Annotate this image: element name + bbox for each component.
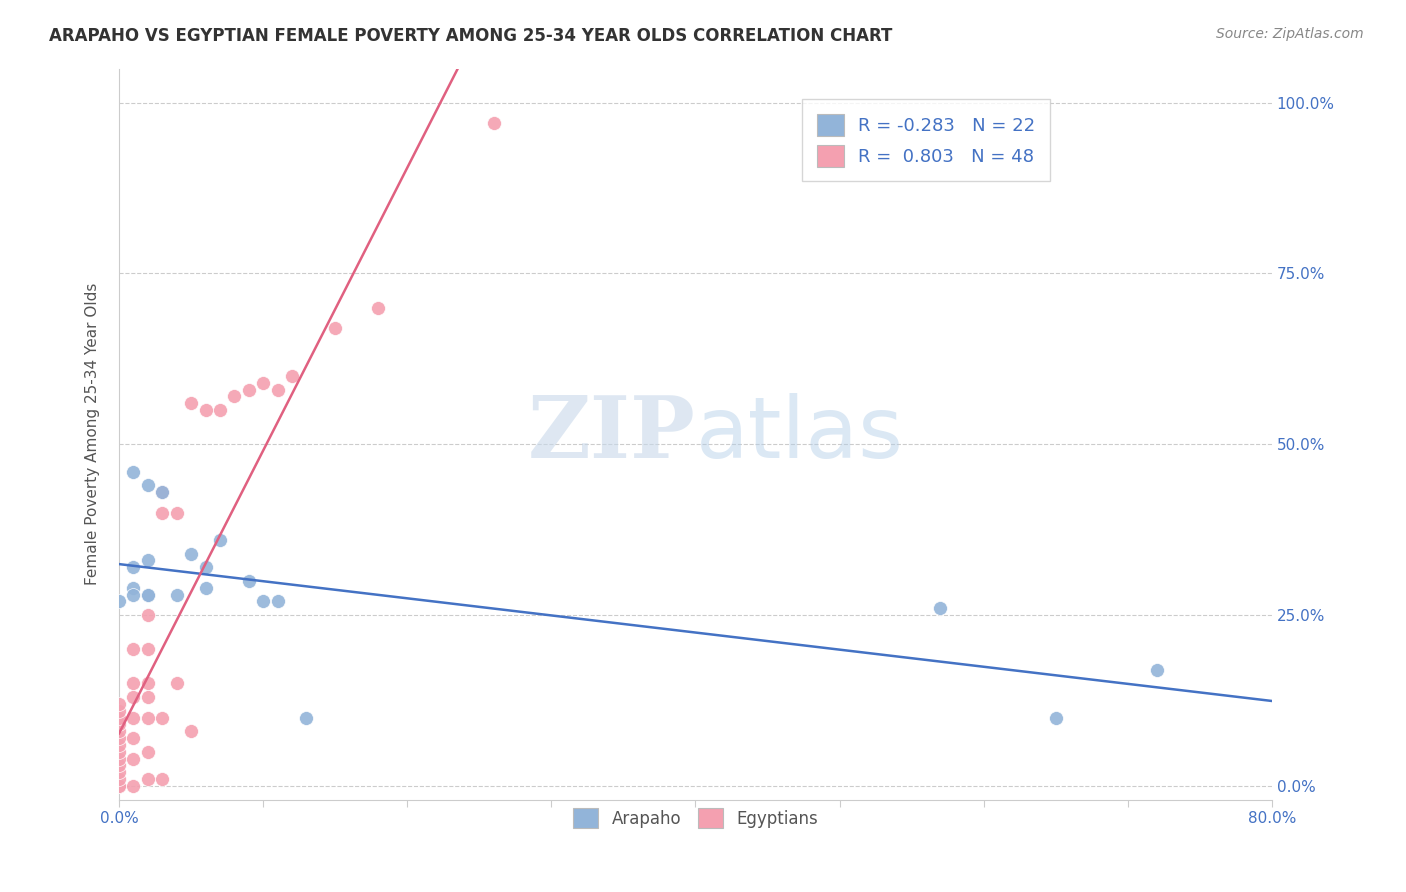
Point [122,731,145,745]
Point [150,772,173,786]
Point [136,676,159,690]
Point [122,779,145,793]
Point [108,738,131,752]
Point [295,710,318,724]
Point [108,779,131,793]
Point [194,403,217,417]
Point [108,779,131,793]
Y-axis label: Female Poverty Among 25-34 Year Olds: Female Poverty Among 25-34 Year Olds [86,283,100,585]
Point [929,601,952,615]
Point [136,642,159,657]
Point [136,745,159,759]
Point [194,560,217,574]
Point [122,560,145,574]
Point [122,751,145,765]
Text: ZIP: ZIP [527,392,696,476]
Point [281,368,304,383]
Point [136,553,159,567]
Point [136,478,159,492]
Point [166,506,188,520]
Point [367,301,389,315]
Point [122,642,145,657]
Point [150,485,173,500]
Point [150,710,173,724]
Point [252,594,274,608]
Point [136,608,159,623]
Point [238,383,260,397]
Point [108,724,131,739]
Point [108,745,131,759]
Point [108,717,131,731]
Point [208,403,231,417]
Point [136,588,159,602]
Point [208,533,231,547]
Point [150,506,173,520]
Point [136,690,159,704]
Point [224,389,246,403]
Point [1146,663,1168,677]
Point [122,676,145,690]
Point [108,779,131,793]
Point [122,581,145,595]
Point [108,765,131,780]
Point [108,772,131,786]
Point [150,485,173,500]
Point [122,465,145,479]
Point [108,710,131,724]
Point [180,396,202,410]
Point [122,588,145,602]
Point [108,758,131,772]
Point [122,710,145,724]
Point [136,710,159,724]
Point [482,116,505,130]
Text: atlas: atlas [696,392,904,475]
Point [180,547,202,561]
Point [108,704,131,718]
Legend: Arapaho, Egyptians: Arapaho, Egyptians [567,801,824,835]
Point [108,697,131,711]
Point [136,588,159,602]
Point [108,751,131,765]
Point [108,594,131,608]
Point [108,779,131,793]
Point [108,731,131,745]
Point [266,383,288,397]
Point [1045,710,1067,724]
Point [122,690,145,704]
Point [180,724,202,739]
Point [194,581,217,595]
Text: Source: ZipAtlas.com: Source: ZipAtlas.com [1216,27,1364,41]
Point [166,588,188,602]
Point [238,574,260,588]
Point [166,676,188,690]
Point [136,772,159,786]
Point [266,594,288,608]
Text: ARAPAHO VS EGYPTIAN FEMALE POVERTY AMONG 25-34 YEAR OLDS CORRELATION CHART: ARAPAHO VS EGYPTIAN FEMALE POVERTY AMONG… [49,27,893,45]
Point [252,376,274,390]
Point [323,321,346,335]
